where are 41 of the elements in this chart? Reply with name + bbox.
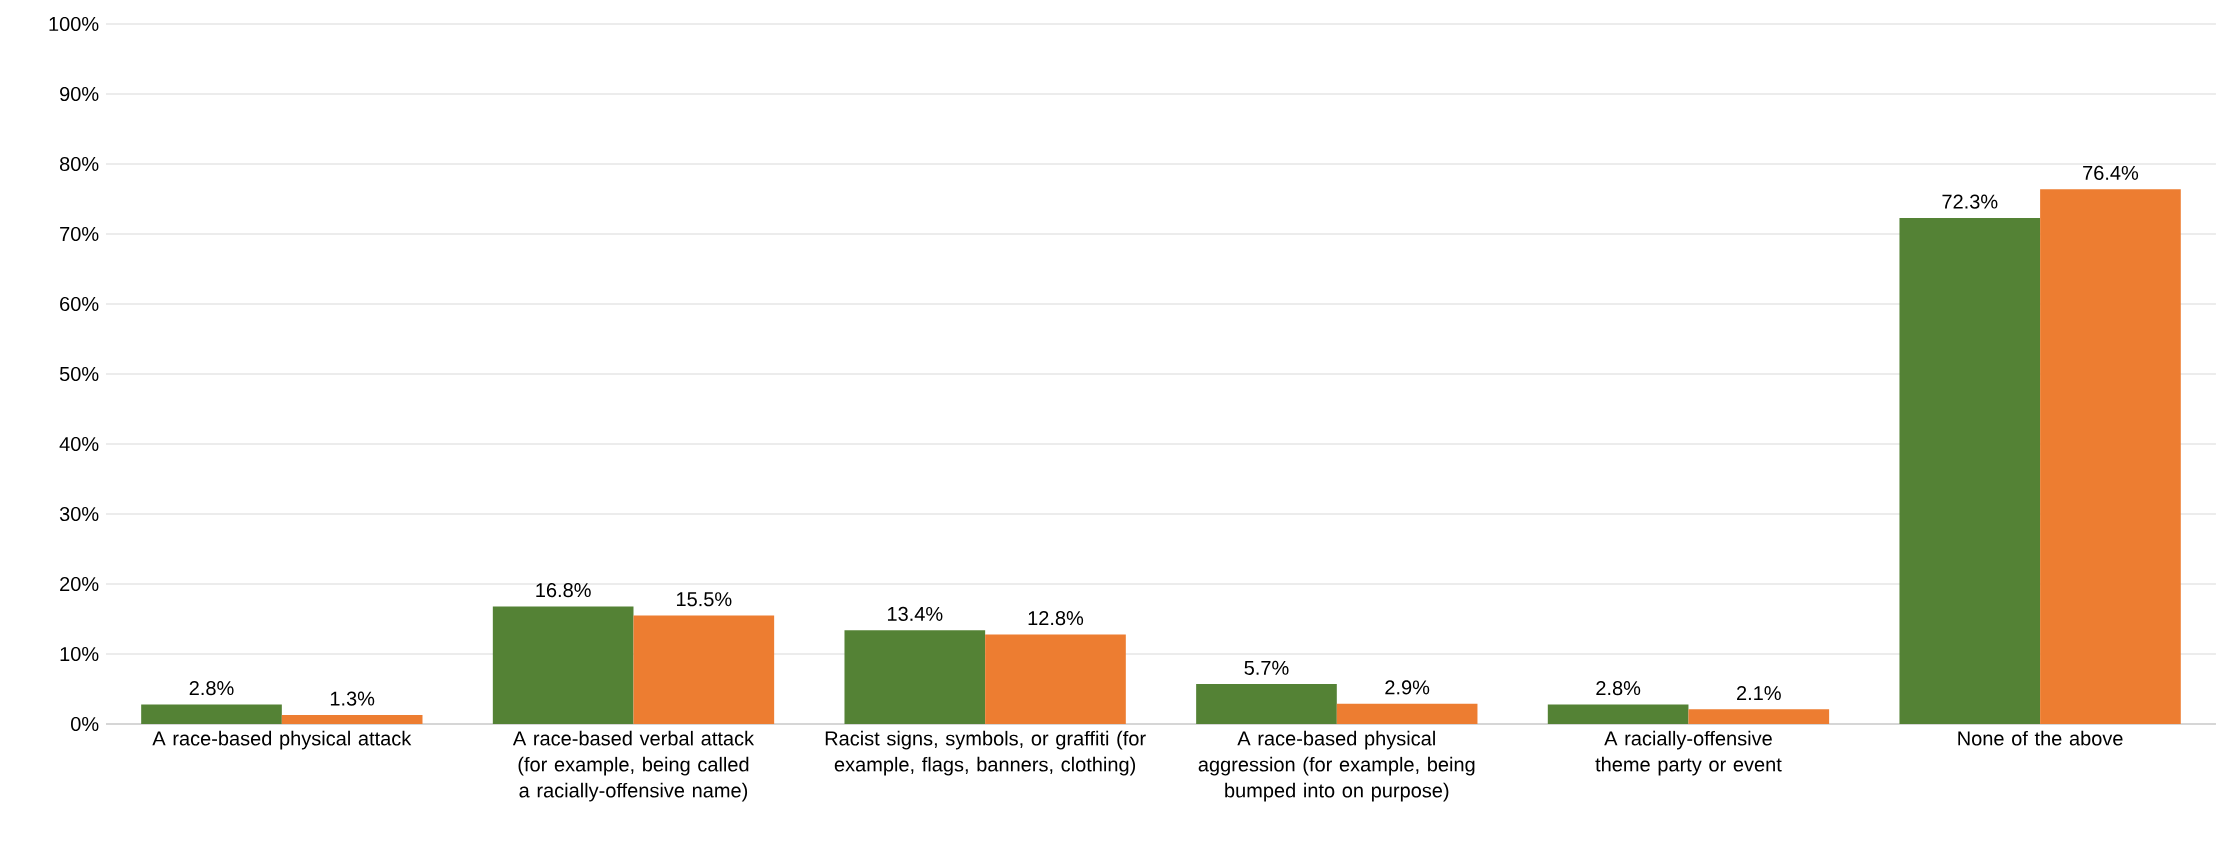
data-label: 2.1% (1737, 686, 1781, 701)
x-tick-label: A race-based physical aggression (for example, being bumped into on purpose) (1198, 730, 1475, 802)
data-label: 16.8% (536, 583, 591, 598)
data-label: 72.3% (1942, 194, 1998, 209)
bar (492, 606, 634, 724)
y-tick-label: 100% (49, 16, 99, 32)
y-tick-label: 40% (59, 436, 99, 452)
y-tick-label: 10% (60, 646, 99, 662)
bar (633, 615, 775, 724)
bar (1688, 709, 1830, 724)
data-label: 12.8% (1028, 611, 1084, 626)
bar (2040, 189, 2181, 724)
y-tick-label: 0% (71, 716, 99, 732)
data-label: 2.9% (1385, 680, 1430, 695)
x-tick-label: A race-based verbal attack (for example, being called a racially-offensive name) (512, 730, 755, 802)
bar (985, 634, 1126, 724)
x-tick-label: A race-based physical attack (152, 730, 412, 750)
x-tick-label: None of the above (1958, 730, 2123, 746)
bar (1196, 684, 1337, 724)
y-tick-label: 90% (60, 86, 99, 102)
y-tick-label: 30% (59, 506, 99, 522)
bar (1547, 704, 1689, 724)
data-label: 2.8% (189, 681, 234, 696)
y-tick-label: 70% (60, 226, 99, 242)
x-tick-label: Racist signs, symbols, or graffiti (for example, flags, banners, clothing) (825, 730, 1146, 776)
data-label: 2.8% (1596, 681, 1641, 696)
y-tick-label: 20% (60, 576, 99, 592)
data-label: 15.5% (676, 592, 732, 607)
data-label: 1.3% (330, 691, 375, 706)
data-label: 13.4% (887, 606, 943, 621)
bar (844, 630, 986, 724)
bar (1899, 217, 2041, 724)
bar (281, 714, 423, 724)
bar (1336, 703, 1478, 724)
bar (141, 704, 282, 724)
x-tick-label: A racially-offensive theme party or event (1595, 730, 1782, 776)
y-tick-label: 50% (59, 366, 99, 382)
data-label: 5.7% (1244, 660, 1289, 675)
y-tick-label: 60% (60, 296, 99, 312)
y-tick-label: 80% (59, 156, 99, 172)
data-label: 76.4% (2083, 165, 2139, 180)
